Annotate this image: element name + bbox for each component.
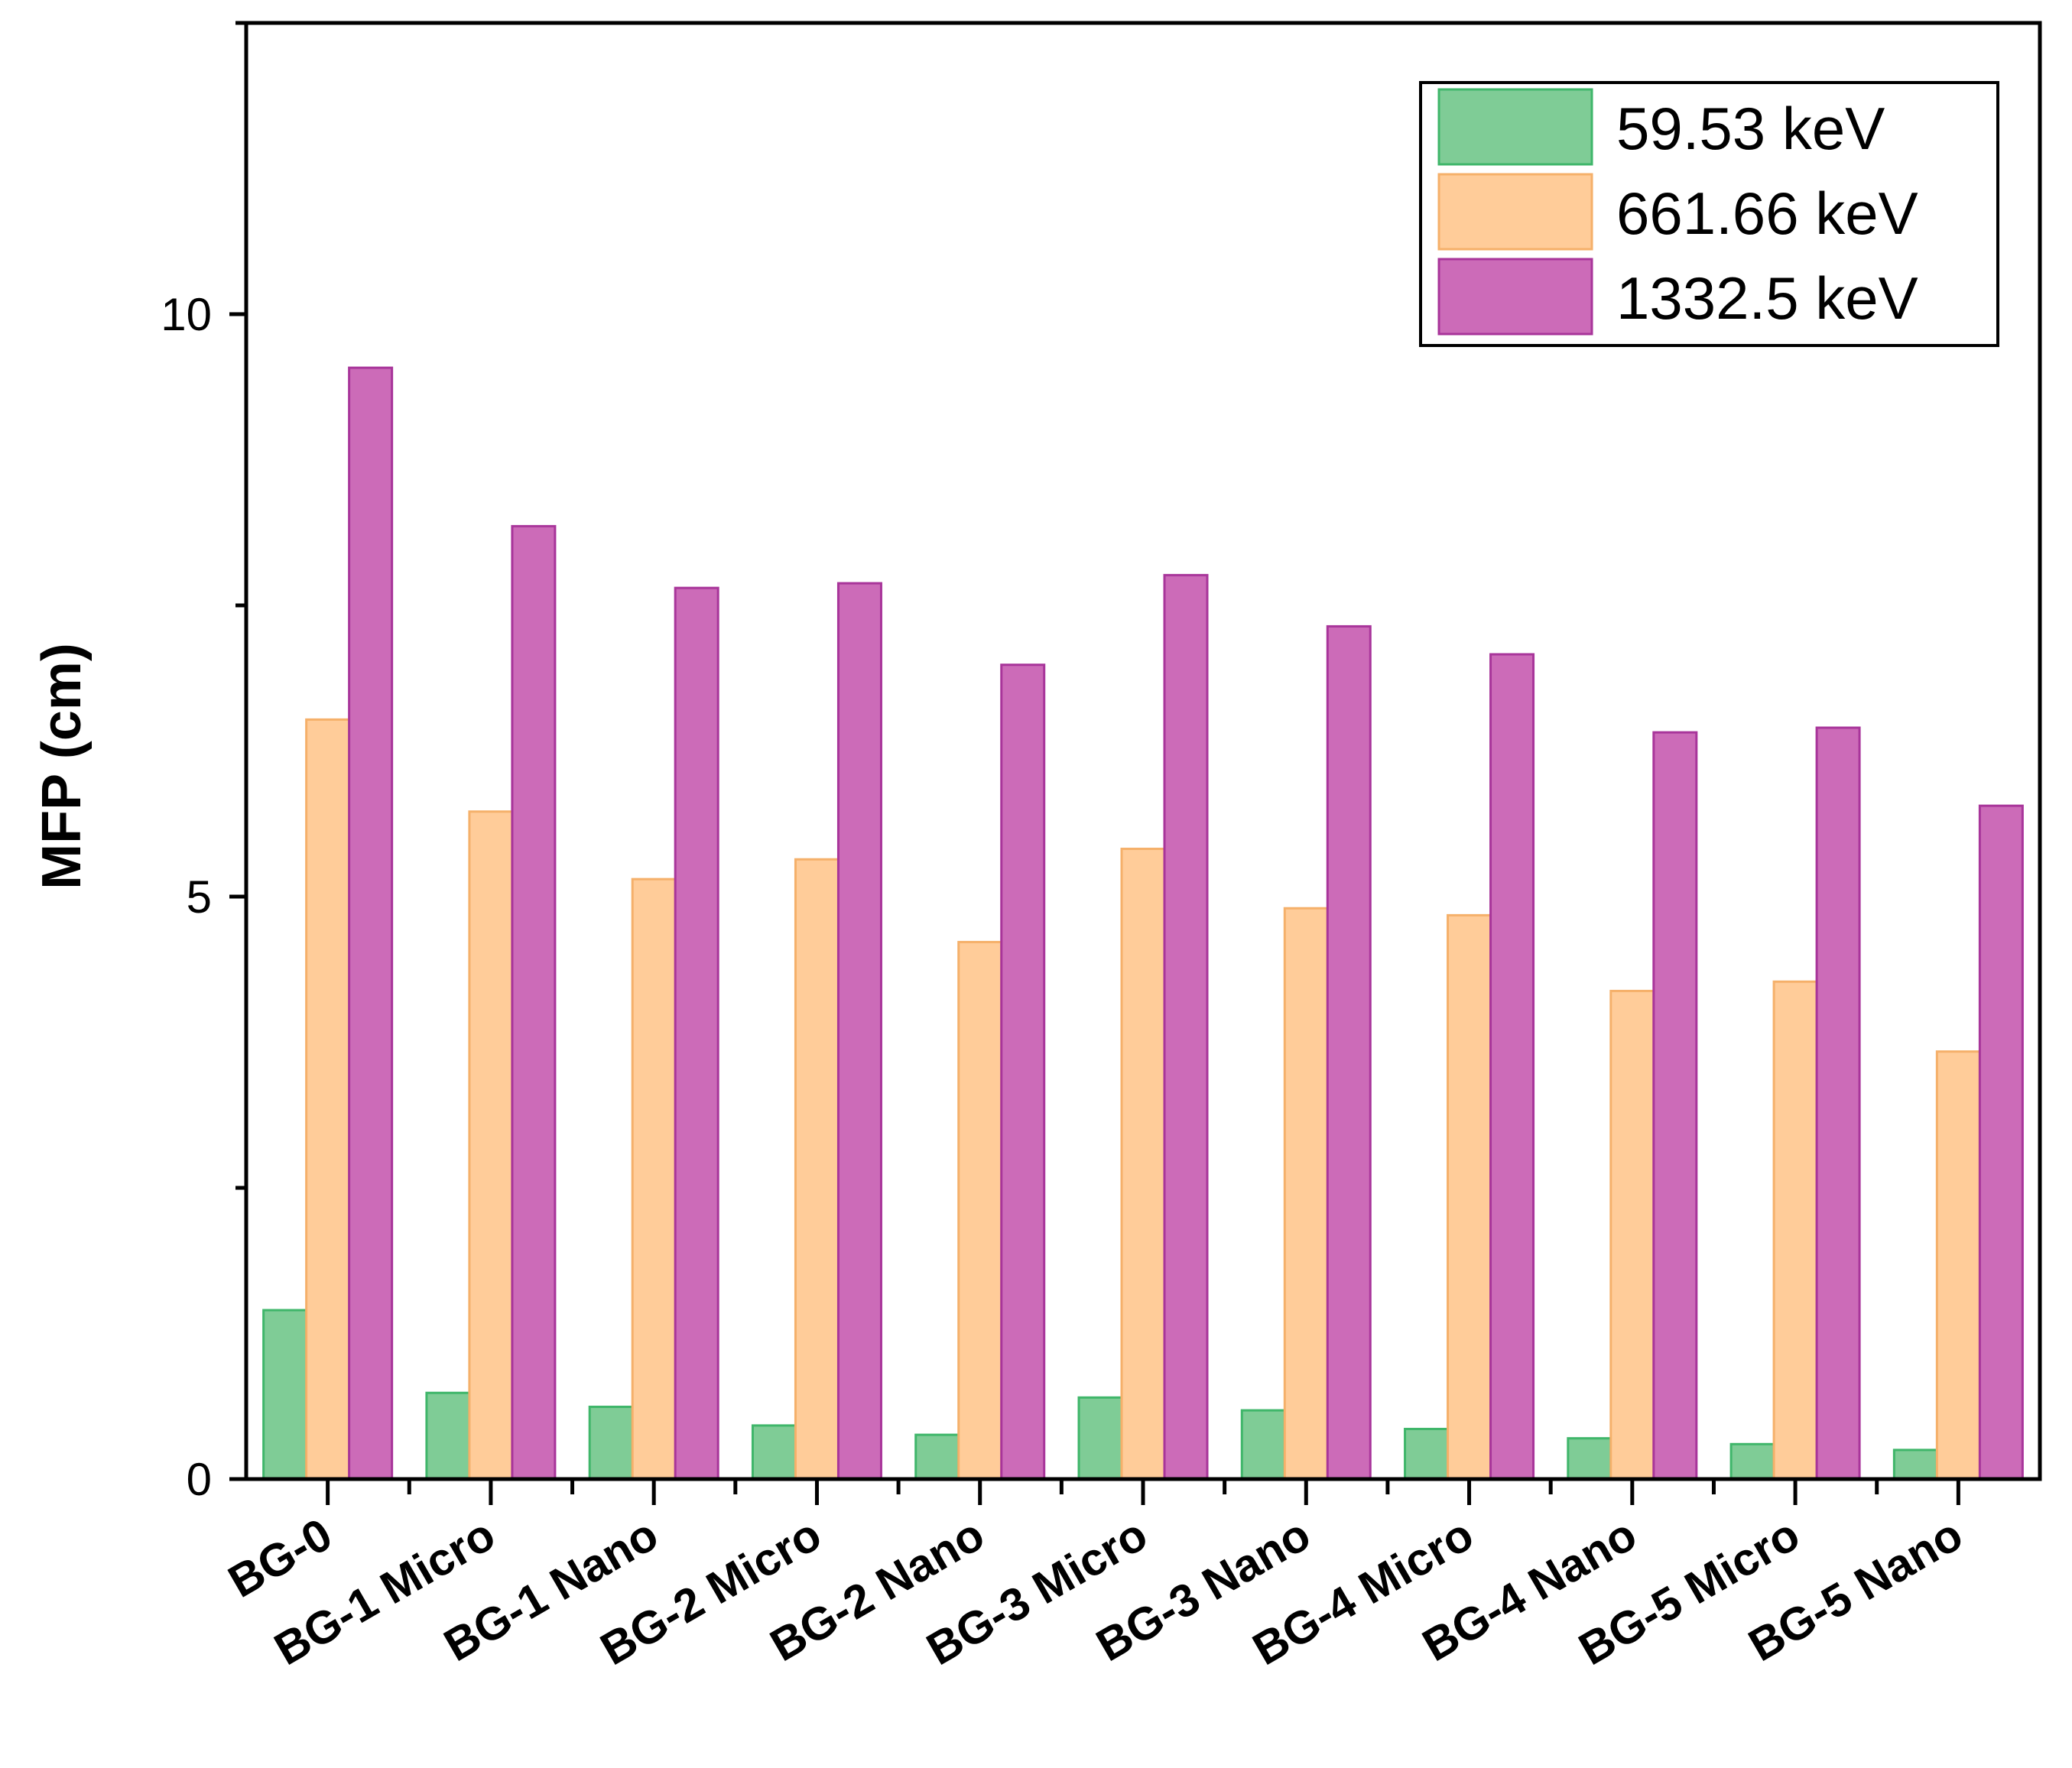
bar (1240, 1409, 1286, 1481)
bar (1935, 1050, 1981, 1481)
bar (425, 1391, 471, 1481)
y-tick-label: 0 (187, 1454, 212, 1505)
bar (751, 1424, 797, 1481)
y-axis-title: MFP (cm) (31, 643, 93, 890)
x-tick-label: BG-0 (219, 1508, 340, 1607)
bar (348, 366, 394, 1481)
bar (1567, 1437, 1612, 1481)
y-axis-ticks: 0 5 10 (161, 21, 246, 1505)
bar (1077, 1396, 1123, 1481)
bar (305, 718, 351, 1481)
bar (1729, 1442, 1775, 1481)
bar (794, 858, 840, 1481)
legend: 59.53 keV 661.66 keV 1332.5 keV (1419, 81, 1999, 347)
bars-layer (262, 366, 2024, 1481)
bar (468, 810, 514, 1481)
legend-label: 661.66 keV (1616, 180, 1918, 247)
bar (1978, 804, 2024, 1481)
bar (957, 940, 1003, 1481)
legend-label: 1332.5 keV (1616, 264, 1918, 332)
y-tick-label: 5 (187, 871, 212, 923)
bar (1609, 989, 1655, 1481)
bar (1892, 1448, 1938, 1481)
bar (1283, 907, 1329, 1481)
bar (588, 1406, 634, 1481)
bar (631, 878, 677, 1481)
bar (1447, 913, 1492, 1481)
bar (511, 524, 557, 1481)
bar (836, 582, 882, 1481)
bar (1163, 573, 1209, 1481)
bar (1772, 980, 1818, 1481)
legend-swatch (1437, 258, 1593, 336)
bar (1404, 1427, 1450, 1481)
y-tick-label: 10 (161, 289, 212, 340)
bar (1000, 663, 1046, 1481)
bar (1326, 624, 1372, 1481)
legend-swatch (1437, 88, 1593, 166)
bar (1120, 848, 1166, 1481)
legend-swatch (1437, 173, 1593, 251)
bar (1815, 726, 1861, 1481)
bar (1489, 653, 1535, 1481)
bar (262, 1309, 308, 1481)
bar (1652, 731, 1698, 1481)
legend-label: 59.53 keV (1616, 95, 1885, 162)
bar (914, 1433, 960, 1481)
bar (674, 586, 719, 1481)
